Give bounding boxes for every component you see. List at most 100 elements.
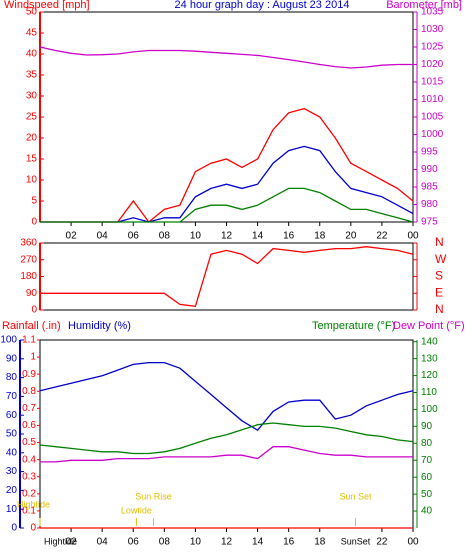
y2-tick-label: 1015 [421, 77, 444, 88]
annotation: Sun Set [339, 491, 372, 501]
y2-tick-label: 90 [421, 421, 433, 432]
series-line [40, 187, 414, 223]
y-tick-label: 60 [6, 410, 18, 421]
y3-tick-label: 0 [30, 523, 36, 534]
x-tick-label: 00 [407, 537, 419, 548]
humidity-label: Humidity (%) [68, 320, 131, 332]
y3-tick-label: 0.5 [22, 437, 36, 448]
y2-tick-label: 110 [421, 387, 437, 398]
y-tick-label: 80 [6, 372, 18, 383]
y2-tick-label: 1025 [421, 42, 444, 53]
y2-tick-label: 140 [421, 336, 438, 347]
x-tick-label: 16 [283, 231, 295, 242]
y2-tick-label: 1035 [421, 7, 444, 18]
y2-tick-label: 130 [421, 353, 438, 364]
barometer-label: Barometer [mb] [386, 0, 462, 11]
y-tick-label: 0 [31, 217, 37, 228]
y2-tick-label: W [435, 252, 447, 266]
y-tick-label: 30 [26, 91, 38, 102]
x-tick-label: 16 [283, 537, 295, 548]
y2-tick-label: 995 [421, 147, 438, 158]
y2-tick-label: 1020 [421, 59, 444, 70]
x-tick-label: 12 [221, 537, 233, 548]
y-tick-label: 45 [26, 28, 38, 39]
y-tick-label: 0 [31, 305, 37, 316]
wind-label: Windspeed [mph] [4, 0, 90, 11]
temperature-label: Temperature (°F) [312, 320, 395, 332]
x-tick-label: 18 [314, 231, 326, 242]
x-tick-label: 14 [252, 231, 264, 242]
y3-tick-label: 0.9 [22, 369, 36, 380]
annotation: Sun Rise [135, 491, 172, 501]
y2-tick-label: 1010 [421, 94, 444, 105]
x-tick-label: 10 [190, 231, 202, 242]
y-tick-label: 50 [6, 429, 18, 440]
y3-tick-label: 0.4 [22, 454, 36, 465]
plot-frame [39, 242, 414, 311]
x-tick-label: 22 [376, 537, 388, 548]
y-tick-label: 0 [11, 523, 17, 534]
x-tick-label: 10 [190, 537, 202, 548]
y2-tick-label: 1030 [421, 24, 444, 35]
x-tick-label: 04 [97, 537, 109, 548]
y-tick-label: 90 [26, 288, 38, 299]
annotation: Hightide [17, 499, 50, 509]
y2-tick-label: 60 [421, 472, 433, 483]
y-tick-label: 20 [26, 133, 38, 144]
y3-tick-label: 1.1 [22, 335, 36, 346]
y-tick-label: 40 [6, 447, 18, 458]
y-tick-label: 360 [20, 238, 37, 249]
dewpoint-label: Dew Point (°F) [393, 320, 465, 332]
y3-tick-label: 0.1 [22, 506, 36, 517]
chart-title: 24 hour graph day : August 23 2014 [175, 0, 350, 11]
y-tick-label: 70 [6, 391, 18, 402]
series-line [40, 446, 413, 463]
x-tick-label: 08 [159, 537, 171, 548]
y-tick-label: 50 [26, 7, 38, 18]
x-tick-label: 00 [407, 231, 419, 242]
series-line [39, 46, 413, 69]
y2-tick-label: 975 [421, 217, 438, 228]
series-line [39, 361, 414, 432]
y-tick-label: 30 [6, 466, 18, 477]
y-tick-label: 10 [26, 175, 38, 186]
y-tick-label: 100 [0, 335, 17, 346]
y2-tick-label: 980 [421, 199, 438, 210]
y2-tick-label: 40 [421, 506, 433, 517]
x-tick-label: 20 [345, 231, 357, 242]
y2-tick-label: 80 [421, 438, 433, 449]
series-line [40, 246, 414, 308]
y2-tick-label: N [435, 302, 444, 316]
bottom-label: Hightide [44, 536, 77, 546]
y-tick-label: 35 [26, 70, 38, 81]
y3-tick-label: 0.2 [22, 488, 36, 499]
y3-tick-label: 1 [30, 352, 36, 363]
y2-tick-label: 70 [421, 455, 433, 466]
y-tick-label: 5 [31, 196, 37, 207]
series-line [39, 422, 414, 455]
y2-tick-label: 1005 [421, 112, 444, 123]
rainfall-label: Rainfall (.in) [2, 320, 61, 332]
y-tick-label: 20 [6, 485, 18, 496]
bottom-label: SunSet [341, 536, 371, 546]
y2-tick-label: 50 [421, 489, 433, 500]
series-line [40, 145, 414, 223]
y-tick-label: 180 [20, 271, 37, 282]
y-tick-label: 15 [26, 154, 38, 165]
x-tick-label: 06 [128, 537, 140, 548]
y-tick-label: 40 [26, 49, 38, 60]
y2-tick-label: 120 [421, 370, 438, 381]
y-tick-label: 25 [26, 112, 38, 123]
y2-tick-label: 990 [421, 164, 438, 175]
x-tick-label: 12 [221, 231, 233, 242]
y3-tick-label: 0.7 [22, 403, 36, 414]
y3-tick-label: 0.3 [22, 471, 36, 482]
y2-tick-label: E [435, 285, 443, 299]
y3-tick-label: 0.6 [22, 420, 36, 431]
x-tick-label: 08 [159, 231, 171, 242]
x-tick-label: 02 [66, 537, 78, 548]
y-tick-label: 10 [6, 504, 18, 515]
annotation: Lowtide [121, 505, 152, 515]
x-tick-label: 06 [128, 231, 140, 242]
